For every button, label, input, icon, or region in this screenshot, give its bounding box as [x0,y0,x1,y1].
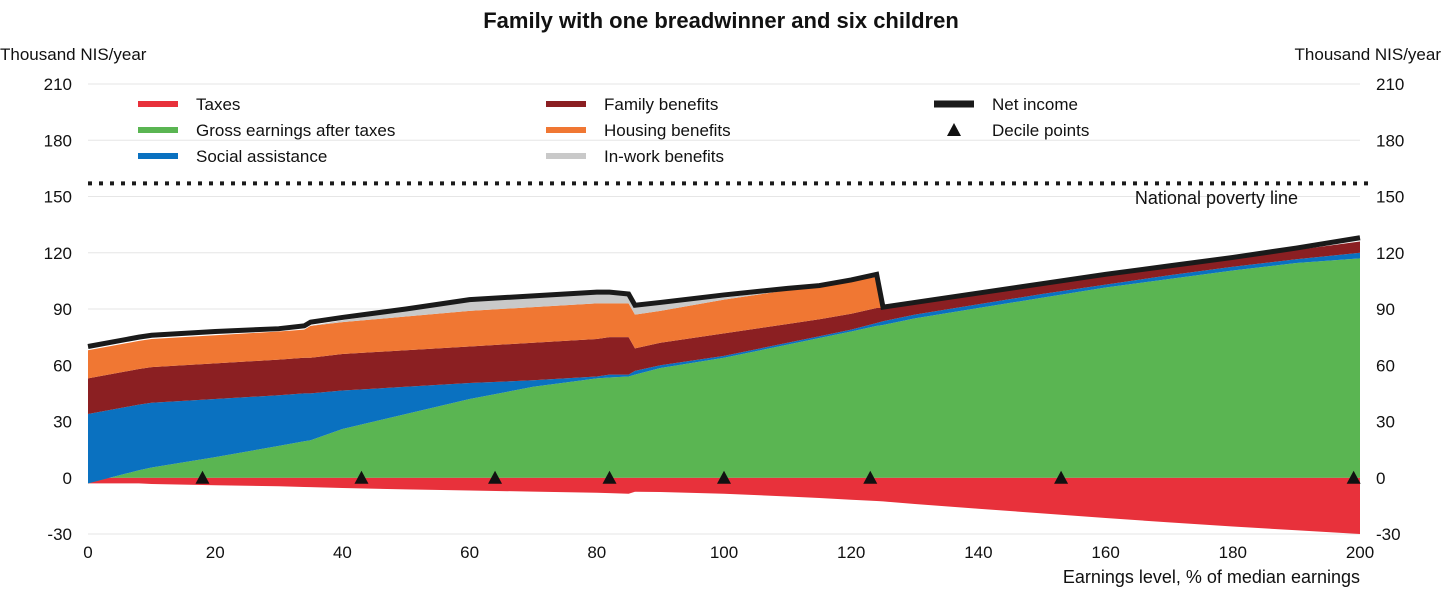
area-housing [88,241,1360,379]
y-tick-label: -30 [47,525,72,544]
x-tick-label: 200 [1346,543,1374,562]
decile-marker [717,470,731,484]
y-tick-label-right: 30 [1376,413,1395,432]
y-tick-label: 120 [44,244,72,263]
y-tick-label-right: 60 [1376,356,1395,375]
y-tick-label: 150 [44,188,72,207]
y-tick-label-right: 180 [1376,131,1404,150]
decile-marker [1346,470,1361,484]
y-tick-label-right: 120 [1376,244,1404,263]
y-tick-label: 180 [44,131,72,150]
legend-swatch-family [546,101,586,107]
chart-title: Family with one breadwinner and six chil… [483,8,959,33]
y-tick-label-right: 150 [1376,188,1404,207]
x-tick-label: 20 [206,543,225,562]
y-axis-label-right: Thousand NIS/year [1295,45,1442,64]
legend-label: Taxes [196,95,240,114]
legend-swatch-housing [546,127,586,133]
y-tick-label-right: -30 [1376,525,1401,544]
line-series [87,181,1370,349]
area-gross [88,258,1360,484]
net-income-line [87,235,1361,349]
legend-swatch-taxes [138,101,178,107]
legend: Taxes Gross earnings after taxes Social as… [138,95,1089,166]
area-family [88,241,1360,414]
legend-label: Gross earnings after taxes [196,121,395,140]
decile-marker [1054,470,1069,484]
x-tick-label: 80 [587,543,606,562]
legend-label: Decile points [992,121,1089,140]
legend-swatch-inwork [546,153,586,159]
legend-swatch-gross [138,127,178,133]
tick-labels: -30 -30 0 0 30 30 60 60 90 90 120 120 150 150 180 180 21… [44,75,1405,562]
legend-swatch-triangle [947,123,961,136]
y-tick-label-right: 210 [1376,75,1404,94]
y-axis-label-left: Thousand NIS/year [0,45,147,64]
x-tick-label: 40 [333,543,352,562]
legend-label: Net income [992,95,1078,114]
decile-marker [488,470,503,484]
legend-swatch-net [934,100,974,108]
y-tick-label-right: 0 [1376,469,1385,488]
x-axis-label: Earnings level, % of median earnings [1063,567,1360,587]
y-tick-label: 30 [53,413,72,432]
legend-label: Family benefits [604,95,718,114]
poverty-line-label: National poverty line [1135,188,1298,208]
y-tick-label-right: 90 [1376,300,1395,319]
x-tick-label: 120 [837,543,865,562]
x-tick-label: 60 [460,543,479,562]
decile-marker [602,470,617,484]
legend-swatch-social [138,153,178,159]
decile-marker [863,470,878,484]
x-tick-label: 0 [83,543,92,562]
x-tick-label: 140 [964,543,992,562]
legend-label: Social assistance [196,147,327,166]
x-tick-label: 100 [710,543,738,562]
y-tick-label: 210 [44,75,72,94]
y-tick-label: 60 [53,356,72,375]
y-tick-label: 0 [63,469,72,488]
x-tick-label: 180 [1219,543,1247,562]
area-series [88,241,1360,534]
legend-label: In-work benefits [604,147,724,166]
area-taxes [88,477,1360,534]
y-tick-label: 90 [53,300,72,319]
legend-label: Housing benefits [604,121,731,140]
x-tick-label: 160 [1091,543,1119,562]
decile-marker [354,470,369,484]
decile-marker [195,470,210,484]
decile-markers [195,470,1361,484]
